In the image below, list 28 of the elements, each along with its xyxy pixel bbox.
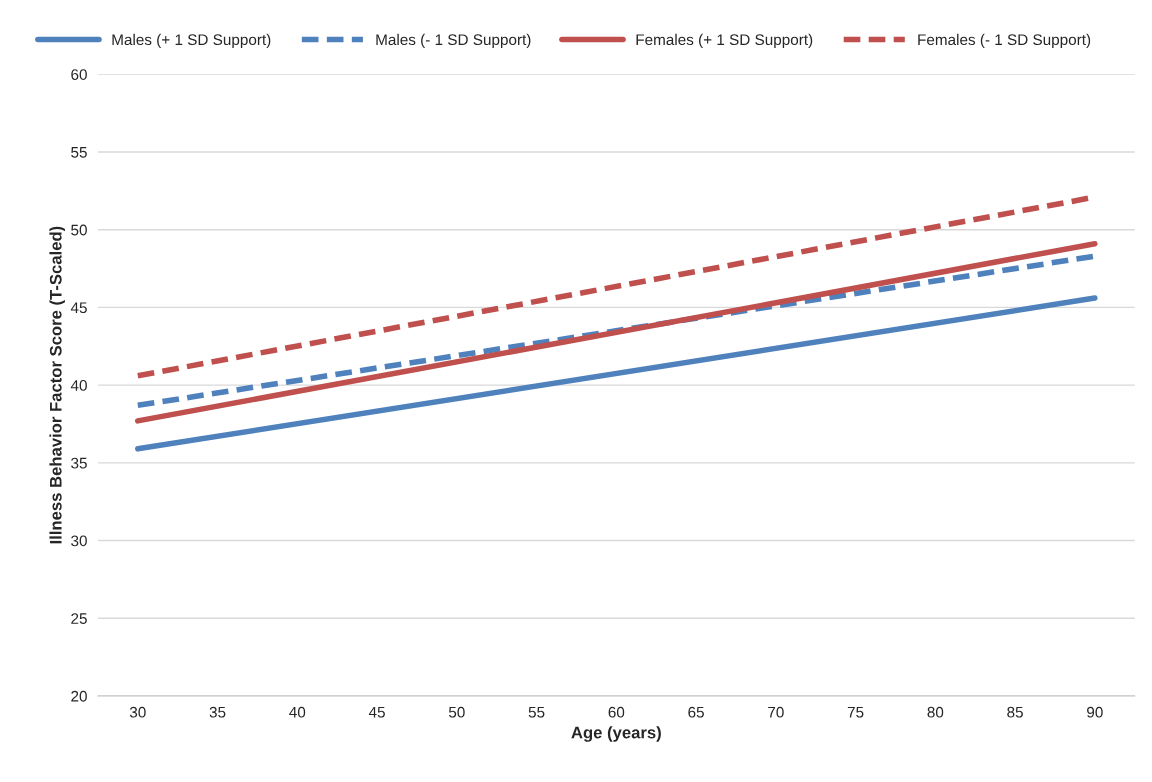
y-tick-label: 35: [71, 457, 87, 469]
legend-label: Males (- 1 SD Support): [376, 33, 531, 49]
x-tick-label: 30: [129, 706, 146, 718]
legend-label: Males (+ 1 SD Support): [112, 33, 271, 49]
y-tick-label: 20: [71, 690, 87, 702]
x-tick-label: 55: [528, 706, 545, 718]
x-tick-label: 35: [209, 706, 226, 718]
x-tick-label: 60: [608, 706, 625, 718]
y-tick-label: 60: [71, 69, 87, 80]
x-tick-label: 75: [847, 706, 864, 718]
y-tick-label: 50: [71, 224, 87, 236]
x-tick-label: 40: [289, 706, 306, 718]
x-tick-label: 80: [927, 706, 944, 718]
y-tick-label: 55: [71, 147, 87, 158]
x-axis-title: Age (years): [571, 726, 661, 742]
y-tick-label: 25: [71, 613, 87, 624]
x-tick-label: 90: [1087, 706, 1103, 718]
y-tick-label: 30: [71, 535, 87, 547]
legend-label: Females (+ 1 SD Support): [636, 33, 813, 49]
x-tick-label: 85: [1007, 706, 1023, 718]
y-tick-label: 40: [70, 380, 87, 391]
y-tick-label: 45: [70, 302, 87, 314]
x-tick-label: 50: [448, 706, 465, 718]
x-tick-label: 70: [768, 706, 784, 718]
legend-label: Females (- 1 SD Support): [918, 33, 1091, 49]
x-tick-label: 45: [368, 706, 385, 718]
y-axis-title: Illness Behavior Factor Score (T-Scaled): [49, 226, 65, 544]
x-tick-label: 65: [688, 706, 704, 718]
